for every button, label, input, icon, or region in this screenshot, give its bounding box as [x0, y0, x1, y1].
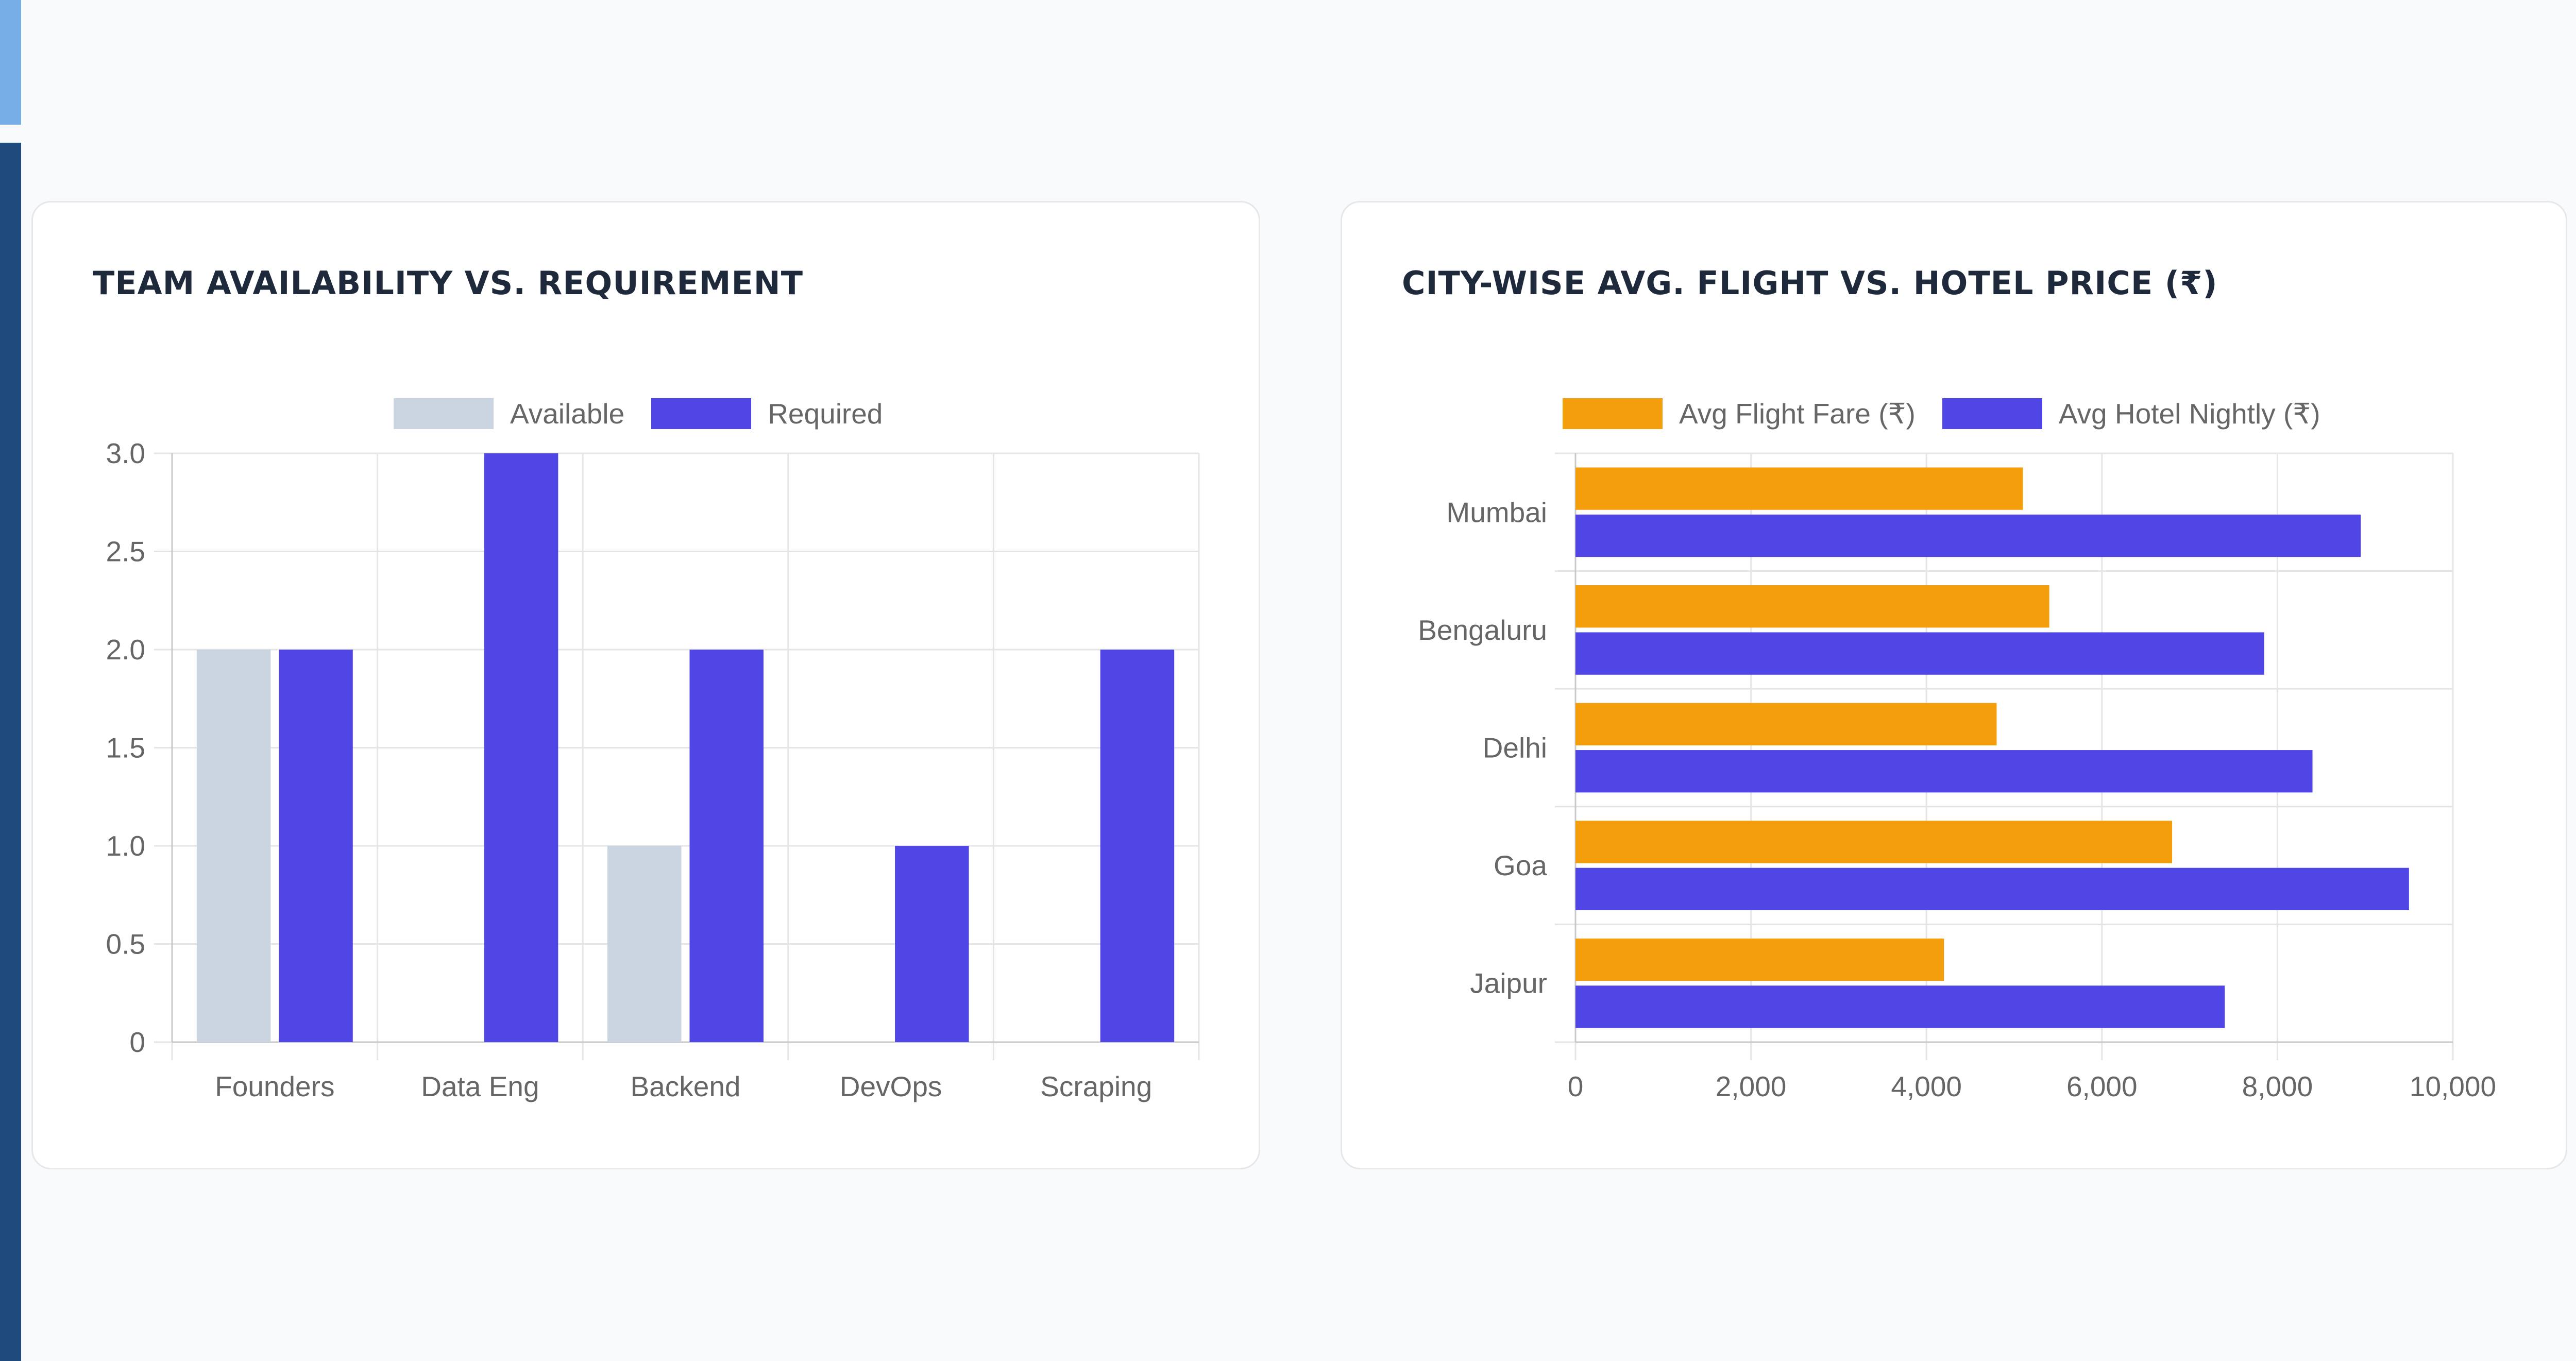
x-tick-label: 10,000 [2410, 1070, 2496, 1102]
city-chart-card: CITY-WISE AVG. FLIGHT VS. HOTEL PRICE (₹… [1341, 201, 2567, 1169]
bar-avg-flight-fare-goa [1575, 821, 2173, 863]
bar-avg-flight-fare-bengaluru [1575, 585, 2049, 628]
team-legend-swatch [651, 398, 752, 429]
city-legend-swatch [1942, 398, 2042, 429]
x-tick-label: Scraping [1040, 1070, 1152, 1102]
x-tick-label: 8,000 [2242, 1070, 2313, 1102]
x-tick-label: Data Eng [421, 1070, 539, 1102]
accent-bar-top [0, 0, 21, 125]
bar-avg-hotel-nightly-bengaluru [1575, 632, 2264, 675]
city-chart-legend: Avg Flight Fare (₹) Avg Hotel Nightly (₹) [1563, 396, 2320, 432]
city-legend-swatch [1563, 398, 1663, 429]
bar-avg-hotel-nightly-mumbai [1575, 514, 2361, 557]
x-tick-label: DevOps [840, 1070, 942, 1102]
y-tick-label: Jaipur [1470, 967, 1547, 999]
bar-required-founders [279, 650, 353, 1042]
x-tick-label: 0 [1568, 1070, 1584, 1102]
bar-required-backend [689, 650, 764, 1042]
y-tick-label: Goa [1494, 849, 1547, 881]
bar-avg-hotel-nightly-goa [1575, 867, 2409, 910]
bar-avg-flight-fare-jaipur [1575, 938, 1944, 981]
y-tick-label: 2.5 [106, 536, 145, 568]
y-tick-label: Delhi [1483, 732, 1547, 764]
y-tick-label: 1.0 [106, 830, 145, 862]
x-tick-label: Founders [215, 1070, 334, 1102]
city-legend-label: Avg Flight Fare (₹) [1679, 398, 1916, 430]
team-legend-label: Required [768, 398, 883, 430]
city-chart-title: CITY-WISE AVG. FLIGHT VS. HOTEL PRICE (₹… [1402, 264, 2218, 302]
bar-avg-flight-fare-mumbai [1575, 467, 2023, 510]
bar-avg-hotel-nightly-jaipur [1575, 985, 2225, 1028]
bar-avg-hotel-nightly-delhi [1575, 750, 2313, 793]
x-tick-label: 4,000 [1891, 1070, 1962, 1102]
bar-available-founders [196, 650, 271, 1042]
bar-required-scraping [1100, 650, 1175, 1042]
y-tick-label: Bengaluru [1418, 614, 1547, 646]
team-availability-chart: 0 0.5 1.0 1.5 2.0 2.5 3.0 Founders Data Eng Backe… [106, 437, 1200, 1102]
team-chart-legend: Available Required [394, 396, 883, 432]
y-tick-label: 1.5 [106, 732, 145, 764]
y-tick-label: 0.5 [106, 928, 145, 960]
y-tick-label: 0 [129, 1026, 145, 1058]
team-legend-label: Available [510, 398, 625, 430]
team-legend-swatch [394, 398, 494, 429]
city-price-chart: 0 2,000 4,000 6,000 8,000 10,000 Mumbai Bengalu… [1418, 452, 2496, 1102]
city-legend-label: Avg Hotel Nightly (₹) [2058, 398, 2320, 430]
team-chart-card: TEAM AVAILABILITY VS. REQUIREMENT Availa… [31, 201, 1260, 1169]
team-legend-item-available[interactable]: Available [394, 397, 624, 430]
x-tick-label: 2,000 [1716, 1070, 1787, 1102]
city-legend-item-avg-hotel-nightly[interactable]: Avg Hotel Nightly (₹) [1942, 397, 2320, 430]
accent-bar-side [0, 143, 21, 1361]
bar-required-devops [895, 846, 969, 1042]
x-tick-label: 6,000 [2066, 1070, 2138, 1102]
y-tick-label: Mumbai [1446, 496, 1547, 528]
bar-available-backend [607, 846, 682, 1042]
team-chart-title: TEAM AVAILABILITY VS. REQUIREMENT [93, 264, 803, 302]
x-tick-label: Backend [630, 1070, 740, 1102]
y-tick-label: 3.0 [106, 437, 145, 469]
team-legend-item-required[interactable]: Required [651, 397, 883, 430]
bar-required-data-eng [484, 453, 558, 1042]
city-legend-item-avg-flight-fare[interactable]: Avg Flight Fare (₹) [1563, 397, 1916, 430]
bar-avg-flight-fare-delhi [1575, 703, 1997, 745]
y-tick-label: 2.0 [106, 634, 145, 666]
